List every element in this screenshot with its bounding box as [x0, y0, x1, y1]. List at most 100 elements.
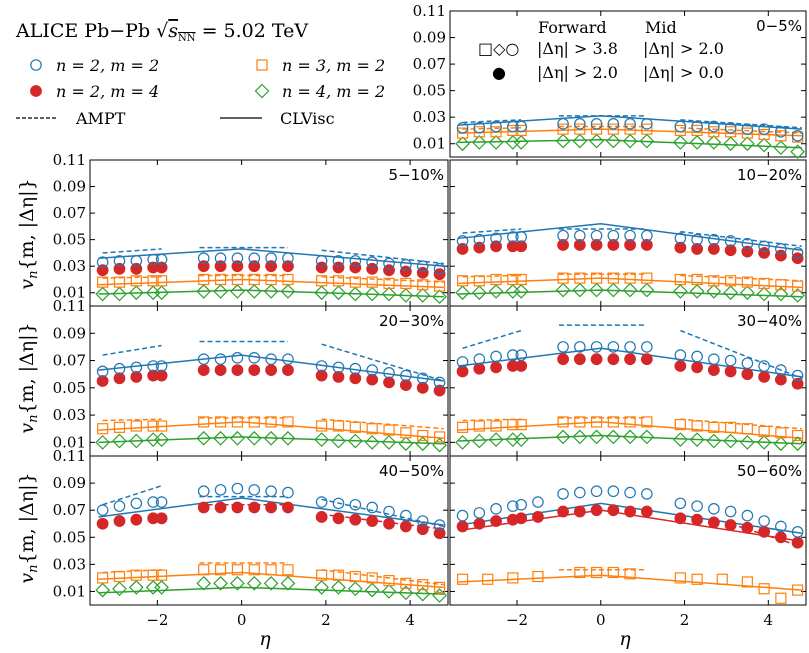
data-point-v24	[383, 376, 395, 389]
data-point-v32	[130, 275, 142, 287]
data-point-v24	[607, 353, 620, 366]
data-point-v22	[400, 259, 412, 271]
panel-7: −2 0 2 4 50−60%	[449, 455, 807, 629]
data-point-v22	[674, 120, 687, 133]
data-point-v32	[130, 569, 142, 581]
data-point-v22	[624, 486, 636, 499]
data-point-v42	[639, 429, 655, 445]
data-point-v32	[147, 275, 159, 287]
data-point-v22	[515, 120, 527, 133]
data-point-v42	[314, 432, 329, 447]
panel-frame	[449, 305, 807, 457]
data-point-v32	[349, 570, 361, 583]
data-point-v42	[398, 288, 414, 303]
data-point-v32	[113, 421, 126, 433]
data-point-v24	[197, 260, 210, 273]
data-point-v22	[113, 255, 126, 267]
data-point-v22	[791, 369, 804, 382]
data-point-v22	[724, 235, 737, 247]
data-point-v24	[130, 262, 143, 275]
gap-header-mid: Mid	[645, 18, 677, 37]
y-tick-label: 0.07	[413, 55, 446, 73]
data-point-v24	[724, 365, 737, 378]
x-axis-label-right: η	[619, 628, 631, 650]
data-point-v42	[314, 285, 329, 301]
data-point-v42	[773, 286, 789, 302]
data-point-v22	[775, 243, 787, 255]
data-point-v22	[574, 486, 586, 499]
data-point-v24	[490, 361, 502, 374]
data-point-v22	[775, 125, 787, 138]
data-point-v32	[708, 126, 720, 138]
data-point-v24	[691, 243, 704, 255]
data-point-v32	[473, 275, 485, 287]
data-point-v24	[607, 239, 620, 251]
data-point-v22	[590, 341, 603, 353]
y-tick-label: 0.03	[53, 406, 86, 424]
data-point-v24	[515, 240, 528, 253]
data-point-v24	[490, 515, 502, 527]
data-point-v22	[113, 500, 126, 512]
data-point-v32	[198, 564, 210, 576]
data-point-v42	[154, 580, 169, 595]
data-point-v32	[775, 130, 787, 142]
data-point-v24	[315, 369, 328, 382]
data-point-v24	[349, 513, 362, 526]
y-axis-label-lower: vn{m, |Δη|}	[16, 472, 41, 583]
data-point-v42	[572, 282, 588, 298]
data-point-v22	[741, 357, 754, 370]
data-point-v22	[332, 255, 345, 267]
gap-row-mid: |Δη| > 0.0	[643, 63, 724, 82]
data-point-v22	[473, 233, 486, 246]
data-point-v42	[112, 581, 127, 597]
y-tick-label: 0.09	[413, 29, 446, 47]
legend-marker-square	[256, 59, 268, 71]
data-point-v22	[624, 341, 636, 353]
data-point-v42	[154, 285, 169, 301]
data-point-v24	[248, 364, 261, 376]
data-point-v22	[708, 503, 720, 515]
data-point-v22	[130, 361, 143, 374]
data-point-v22	[507, 120, 519, 133]
data-point-v22	[490, 232, 502, 245]
data-point-v24	[724, 244, 737, 257]
data-point-v32	[792, 280, 804, 292]
data-point-v22	[349, 255, 362, 267]
data-point-v22	[741, 237, 754, 250]
data-point-v22	[758, 240, 770, 253]
data-point-v42	[246, 575, 262, 591]
data-point-v22	[724, 122, 737, 134]
data-point-v32	[97, 423, 109, 435]
data-point-v22	[557, 229, 569, 242]
data-point-v24	[130, 371, 143, 383]
data-point-v24	[707, 364, 720, 376]
data-point-v32	[473, 420, 485, 432]
data-point-v32	[725, 275, 737, 287]
data-point-v32	[97, 276, 109, 288]
data-point-v32	[231, 273, 244, 286]
data-point-v32	[316, 275, 328, 287]
data-point-v22	[282, 353, 294, 365]
data-point-v24	[248, 260, 261, 273]
data-point-v22	[515, 498, 527, 511]
data-point-v32	[147, 569, 159, 581]
data-point-v22	[532, 496, 544, 508]
data-point-v42	[572, 133, 588, 149]
data-point-v24	[573, 239, 586, 251]
data-point-v42	[128, 433, 144, 449]
data-point-v24	[332, 371, 345, 383]
data-point-v32	[248, 416, 260, 428]
data-point-v42	[605, 429, 621, 445]
data-point-v42	[246, 284, 262, 299]
data-point-v24	[741, 245, 754, 258]
data-point-v42	[773, 140, 789, 156]
data-point-v32	[741, 576, 753, 588]
data-point-v22	[741, 509, 754, 522]
data-point-v42	[790, 436, 805, 452]
data-point-v22	[507, 500, 519, 512]
data-point-v32	[490, 420, 502, 432]
data-point-v22	[574, 341, 586, 353]
data-point-v42	[589, 133, 604, 149]
data-point-v42	[246, 430, 262, 446]
